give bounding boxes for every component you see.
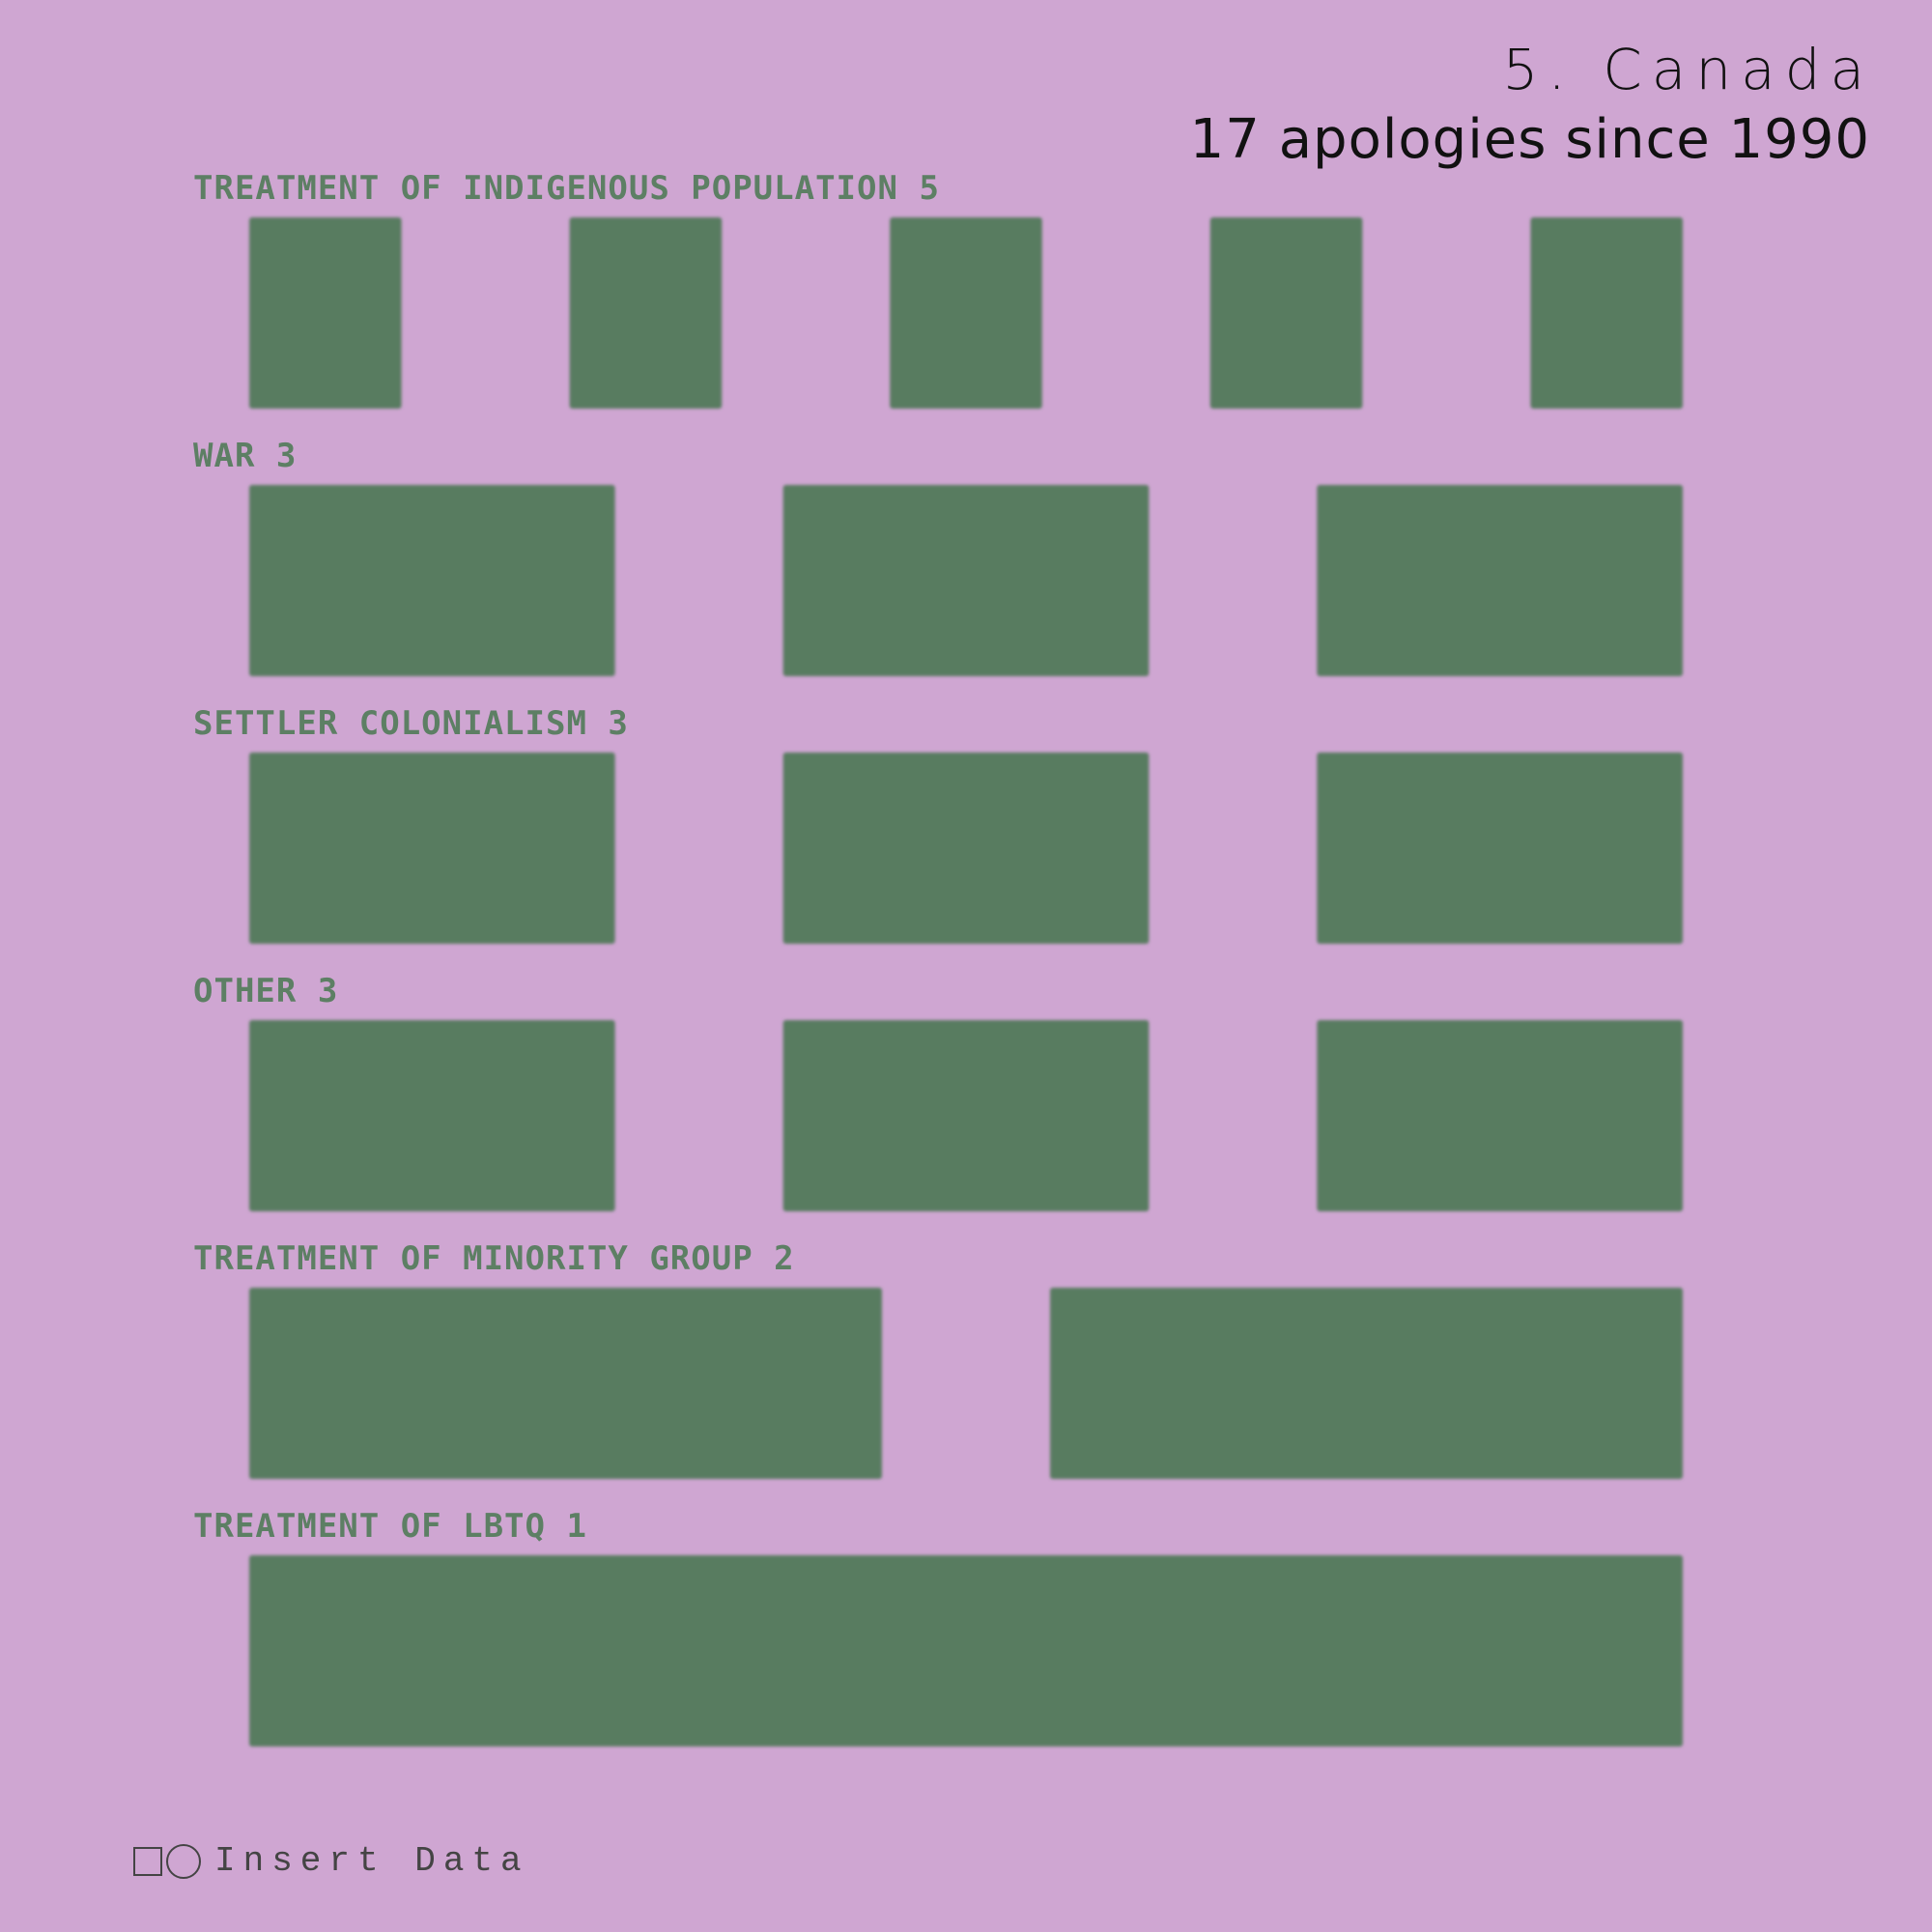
brand-name: Insert Data xyxy=(214,1841,529,1881)
apology-block xyxy=(1530,217,1683,409)
apology-block xyxy=(1317,1020,1683,1211)
apology-block xyxy=(1317,485,1683,676)
footer-brand: Insert Data xyxy=(133,1841,529,1881)
square-icon xyxy=(133,1846,162,1876)
apology-block xyxy=(249,753,615,944)
category-label: OTHER 3 xyxy=(193,972,338,1010)
category-label: WAR 3 xyxy=(193,437,297,475)
apology-block xyxy=(569,217,723,409)
apology-block xyxy=(782,1020,1150,1211)
category-label: TREATMENT OF MINORITY GROUP 2 xyxy=(193,1239,795,1278)
apology-block xyxy=(249,1020,615,1211)
apology-block xyxy=(890,217,1042,409)
chart-title: 5. Canada xyxy=(1502,37,1874,102)
apology-block xyxy=(1209,217,1363,409)
circle-icon xyxy=(166,1843,201,1879)
apology-block xyxy=(782,485,1150,676)
apology-block xyxy=(782,753,1150,944)
apology-block xyxy=(1050,1288,1683,1479)
apology-block xyxy=(249,1555,1683,1747)
category-label: TREATMENT OF LBTQ 1 xyxy=(193,1507,587,1546)
apology-block xyxy=(249,217,402,409)
apology-block xyxy=(249,485,615,676)
category-label: TREATMENT OF INDIGENOUS POPULATION 5 xyxy=(193,169,940,208)
apology-block xyxy=(249,1288,882,1479)
apology-block xyxy=(1317,753,1683,944)
category-label: SETTLER COLONIALISM 3 xyxy=(193,704,629,743)
chart-subtitle: 17 apologies since 1990 xyxy=(1189,108,1870,171)
